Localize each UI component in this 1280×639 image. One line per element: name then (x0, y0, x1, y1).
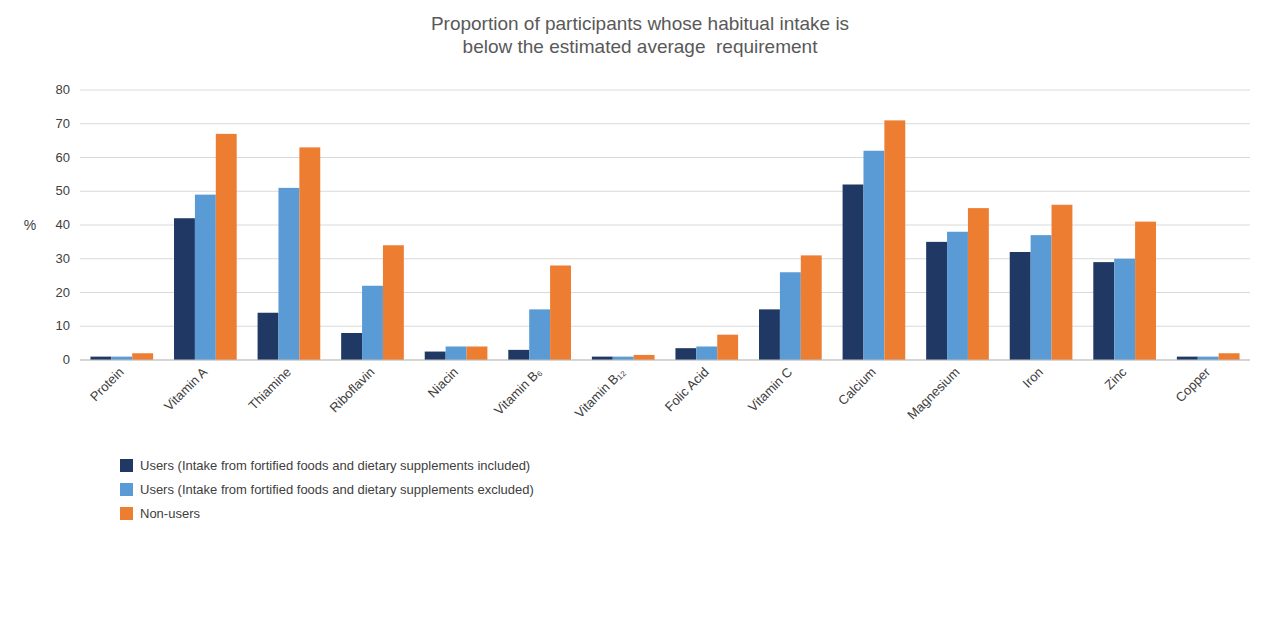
x-tick-label: Thiamine (245, 364, 293, 412)
grid-line (80, 90, 1250, 91)
x-tick-label: Protein (87, 364, 127, 404)
chart-title: Proportion of participants whose habitua… (431, 13, 849, 57)
bar (1135, 222, 1156, 360)
chart-container: Proportion of participants whose habitua… (0, 0, 1280, 639)
bar (926, 242, 947, 360)
bars (90, 120, 1239, 360)
legend-label: Non-users (140, 506, 200, 521)
x-tick-label: Calcium (835, 364, 879, 408)
x-tick-label: Folic Acid (662, 364, 712, 414)
y-tick-label: 40 (56, 217, 70, 232)
bar (613, 357, 634, 360)
y-axis: 0 10 20 30 40 50 60 70 80 (56, 82, 70, 367)
x-axis-line (80, 360, 1250, 361)
bar (195, 195, 216, 360)
bar (1198, 357, 1219, 360)
bar (299, 147, 320, 360)
bar (529, 309, 550, 360)
grid-line (80, 157, 1250, 158)
bar (258, 313, 279, 360)
bar (1114, 259, 1135, 360)
x-axis: Protein Vitamin A Thiamine Riboflavin Niacin… (87, 364, 1214, 423)
grid-line (80, 292, 1250, 293)
legend-swatch (120, 483, 133, 496)
bar (947, 232, 968, 360)
y-axis-label: % (24, 217, 36, 233)
x-tick-label: Vitamin B₁₂ (572, 364, 628, 420)
title-line: Proportion of participants whose habitua… (431, 13, 849, 34)
y-tick-label: 50 (56, 183, 70, 198)
bar (278, 188, 299, 360)
grid-line (80, 225, 1250, 226)
bar (446, 347, 467, 361)
legend-swatch (120, 459, 133, 472)
x-tick-label: Zinc (1102, 364, 1130, 392)
grid-line (80, 326, 1250, 327)
x-tick-label: Copper (1172, 364, 1213, 405)
bar (1010, 252, 1031, 360)
bar (696, 347, 717, 361)
bar-series (132, 120, 1239, 360)
x-tick-label: Magnesium (904, 364, 962, 422)
bar (174, 218, 195, 360)
y-tick-label: 20 (56, 285, 70, 300)
bar (90, 357, 111, 360)
x-tick-label: Vitamin A (161, 364, 211, 414)
y-tick-label: 30 (56, 251, 70, 266)
bar (1177, 357, 1198, 360)
grid-line (80, 360, 1250, 361)
grid (80, 90, 1250, 360)
bar (843, 185, 864, 361)
bar (759, 309, 780, 360)
legend: Users (Intake from fortified foods and d… (120, 458, 534, 521)
bar (383, 245, 404, 360)
bar (467, 347, 488, 361)
bar-series (111, 151, 1218, 360)
bar (111, 357, 132, 360)
legend-label: Users (Intake from fortified foods and d… (140, 482, 534, 497)
title-line: below the estimated average requirement (463, 36, 819, 57)
x-tick-label: Iron (1020, 364, 1046, 390)
bar-series (90, 185, 1197, 361)
bar (362, 286, 383, 360)
bar (884, 120, 905, 360)
grid-line (80, 191, 1250, 192)
x-tick-label: Niacin (425, 364, 461, 400)
bar (1031, 235, 1052, 360)
x-tick-label: Riboflavin (326, 364, 377, 415)
bar (592, 357, 613, 360)
x-tick-label: Vitamin B₆ (491, 364, 544, 417)
legend-swatch (120, 507, 133, 520)
bar (1093, 262, 1114, 360)
chart-svg: Proportion of participants whose habitua… (0, 0, 1280, 639)
bar (780, 272, 801, 360)
legend-label: Users (Intake from fortified foods and d… (140, 458, 530, 473)
y-tick-label: 0 (63, 352, 70, 367)
bar (801, 255, 822, 360)
bar (634, 355, 655, 360)
bar (425, 352, 446, 360)
bar (1219, 353, 1240, 360)
bar (717, 335, 738, 360)
bar (508, 350, 529, 360)
bar (341, 333, 362, 360)
bar (675, 348, 696, 360)
grid-line (80, 123, 1250, 124)
bar (550, 266, 571, 361)
bar (968, 208, 989, 360)
y-tick-label: 80 (56, 82, 70, 97)
bar (216, 134, 237, 360)
x-tick-label: Vitamin C (745, 364, 795, 414)
y-tick-label: 10 (56, 318, 70, 333)
y-tick-label: 70 (56, 116, 70, 131)
grid-line (80, 258, 1250, 259)
bar (1052, 205, 1073, 360)
y-tick-label: 60 (56, 150, 70, 165)
bar (863, 151, 884, 360)
bar (132, 353, 153, 360)
